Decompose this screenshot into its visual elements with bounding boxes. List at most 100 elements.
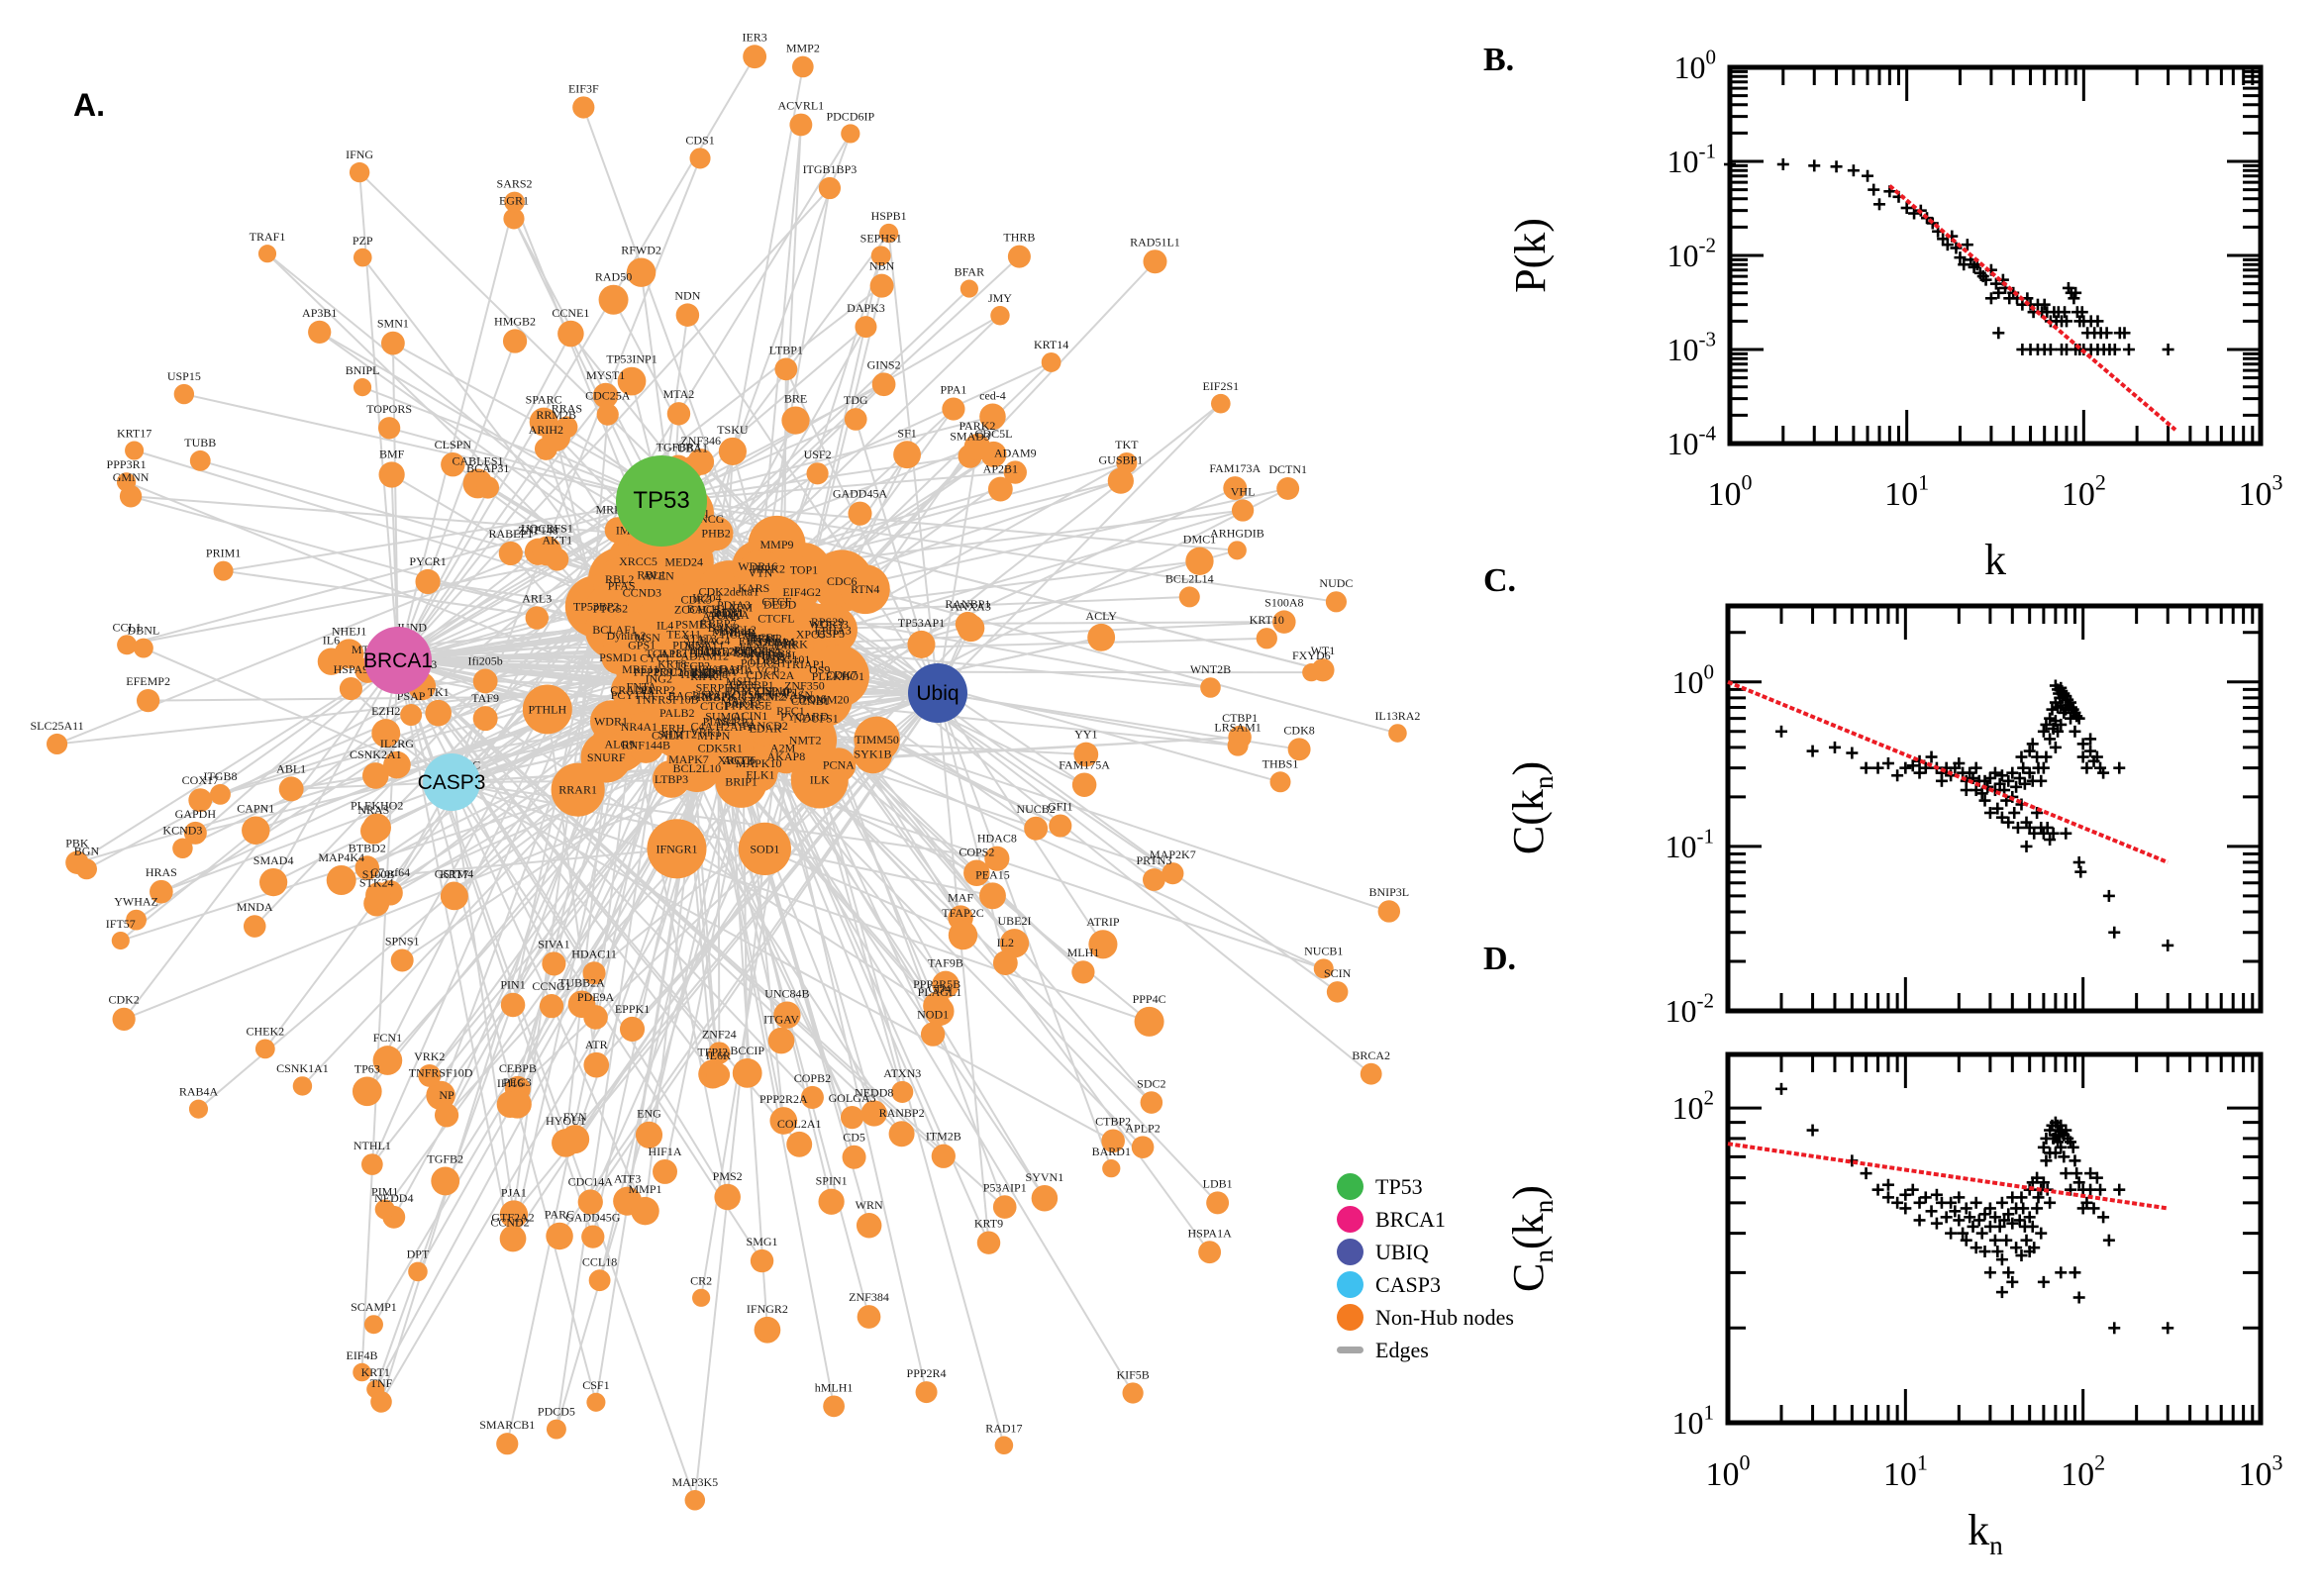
network-node[interactable]	[687, 449, 715, 475]
network-node[interactable]	[360, 1153, 383, 1175]
network-node[interactable]	[857, 1305, 881, 1329]
network-node[interactable]	[860, 1100, 887, 1127]
network-node[interactable]	[1326, 981, 1349, 1003]
network-node[interactable]	[183, 821, 207, 845]
network-node[interactable]	[581, 1225, 605, 1248]
network-node[interactable]	[647, 819, 707, 879]
network-node[interactable]	[715, 755, 767, 808]
network-node[interactable]	[1200, 677, 1221, 698]
hub-node-casp3[interactable]	[423, 753, 480, 811]
network-node[interactable]	[1143, 249, 1167, 274]
network-node[interactable]	[499, 1225, 527, 1252]
network-node[interactable]	[172, 838, 193, 859]
network-node[interactable]	[601, 610, 652, 661]
network-node[interactable]	[1073, 742, 1099, 767]
network-node[interactable]	[754, 1316, 781, 1344]
network-node[interactable]	[258, 867, 288, 897]
network-node[interactable]	[1140, 1091, 1163, 1114]
network-node[interactable]	[1087, 623, 1116, 651]
network-node[interactable]	[377, 417, 401, 440]
network-node[interactable]	[907, 630, 936, 658]
network-node[interactable]	[592, 382, 619, 409]
network-node[interactable]	[1178, 586, 1200, 608]
network-node[interactable]	[1162, 862, 1184, 885]
network-node[interactable]	[649, 716, 686, 754]
network-node[interactable]	[598, 284, 629, 315]
network-node[interactable]	[987, 476, 1013, 502]
network-node[interactable]	[1256, 628, 1277, 649]
network-node[interactable]	[354, 855, 380, 880]
network-node[interactable]	[634, 550, 683, 600]
network-node[interactable]	[546, 1419, 566, 1440]
network-node[interactable]	[503, 208, 525, 230]
network-node[interactable]	[383, 750, 411, 779]
network-node[interactable]	[126, 909, 147, 931]
network-node[interactable]	[390, 948, 414, 972]
network-node[interactable]	[418, 1063, 442, 1087]
network-node[interactable]	[542, 951, 566, 976]
network-node[interactable]	[617, 366, 647, 396]
network-node[interactable]	[1024, 816, 1049, 841]
network-node[interactable]	[1101, 1129, 1125, 1153]
network-node[interactable]	[963, 859, 990, 886]
network-node[interactable]	[1071, 772, 1097, 797]
network-node[interactable]	[1041, 352, 1061, 372]
network-node[interactable]	[990, 306, 1010, 326]
network-node[interactable]	[499, 1200, 529, 1229]
network-node[interactable]	[619, 1016, 646, 1042]
network-node[interactable]	[317, 648, 346, 675]
network-node[interactable]	[372, 1046, 403, 1075]
network-node[interactable]	[525, 606, 550, 630]
network-node[interactable]	[1122, 1382, 1144, 1404]
network-node[interactable]	[1198, 1241, 1222, 1264]
network-node[interactable]	[666, 402, 691, 426]
network-node[interactable]	[1185, 547, 1214, 575]
network-node[interactable]	[869, 273, 894, 298]
network-node[interactable]	[1360, 1062, 1382, 1085]
network-node[interactable]	[577, 1189, 603, 1215]
network-node[interactable]	[75, 858, 97, 880]
network-node[interactable]	[848, 501, 872, 526]
network-node[interactable]	[400, 704, 423, 727]
network-node[interactable]	[818, 1188, 845, 1215]
network-node[interactable]	[586, 1392, 606, 1412]
network-node[interactable]	[1107, 467, 1134, 494]
network-node[interactable]	[1377, 900, 1401, 923]
network-node[interactable]	[133, 638, 153, 658]
network-node[interactable]	[844, 408, 867, 431]
network-node[interactable]	[496, 1433, 519, 1455]
network-node[interactable]	[878, 223, 899, 244]
network-node[interactable]	[842, 1145, 866, 1169]
network-node[interactable]	[583, 1005, 608, 1030]
network-node[interactable]	[560, 1125, 590, 1154]
network-node[interactable]	[800, 1085, 824, 1109]
network-node[interactable]	[498, 541, 523, 566]
network-node[interactable]	[150, 879, 173, 904]
network-node[interactable]	[1287, 738, 1311, 761]
network-node[interactable]	[948, 920, 978, 950]
network-node[interactable]	[783, 574, 820, 610]
network-node[interactable]	[923, 991, 952, 1020]
network-node[interactable]	[773, 1001, 801, 1029]
network-node[interactable]	[855, 316, 877, 339]
network-node[interactable]	[352, 1076, 382, 1107]
network-node[interactable]	[960, 279, 978, 298]
network-node[interactable]	[979, 403, 1006, 431]
network-node[interactable]	[984, 846, 1010, 871]
network-node[interactable]	[870, 246, 891, 266]
network-node[interactable]	[1007, 245, 1031, 268]
network-node[interactable]	[718, 674, 779, 737]
network-node[interactable]	[353, 1362, 371, 1382]
network-node[interactable]	[1231, 499, 1255, 522]
network-node[interactable]	[254, 1039, 275, 1059]
network-node[interactable]	[353, 248, 372, 267]
network-node[interactable]	[626, 257, 656, 287]
network-node[interactable]	[425, 699, 452, 727]
network-node[interactable]	[116, 472, 137, 492]
network-node[interactable]	[786, 1131, 813, 1157]
network-node[interactable]	[684, 636, 725, 676]
network-node[interactable]	[353, 378, 372, 397]
network-node[interactable]	[242, 816, 270, 845]
network-node[interactable]	[781, 406, 810, 435]
network-node[interactable]	[582, 961, 606, 985]
